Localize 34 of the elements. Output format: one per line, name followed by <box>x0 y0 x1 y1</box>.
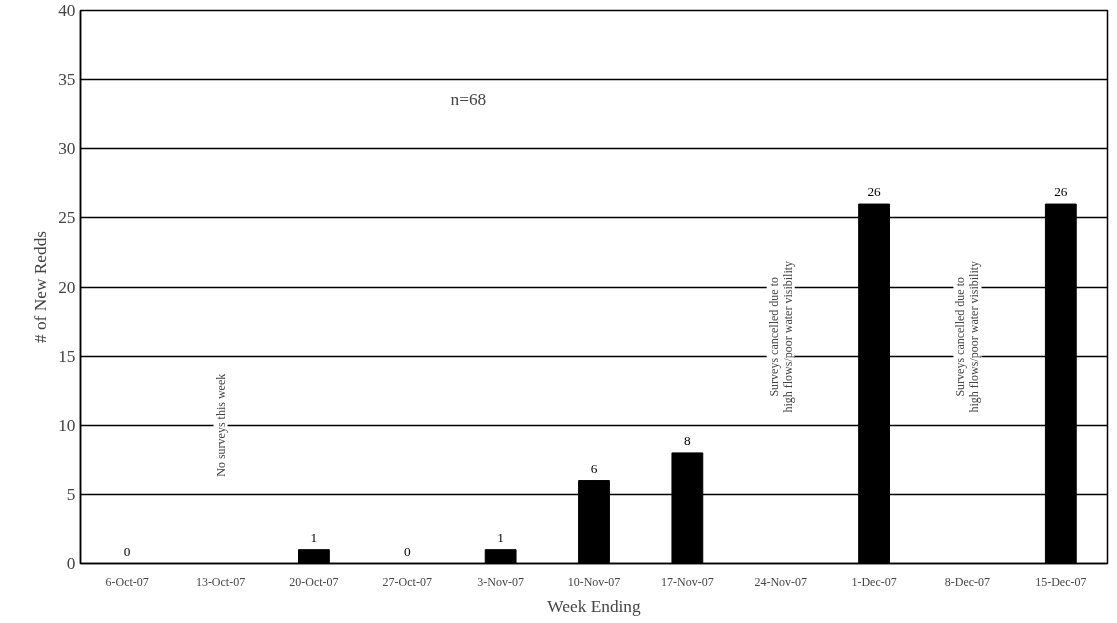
x-axis-title: Week Ending <box>547 596 642 616</box>
annotation: Surveys cancelled due to high flows/poor water visibility <box>953 260 982 413</box>
y-tick-label: 15 <box>58 346 76 366</box>
y-tick-label: 5 <box>66 484 76 504</box>
y-tick-label: 40 <box>58 1 76 20</box>
x-tick-label: 3-Nov-07 <box>477 574 524 589</box>
x-tick-label: 1-Dec-07 <box>851 574 897 589</box>
x-tick-label: 10-Nov-07 <box>567 574 621 589</box>
data-label: 1 <box>497 529 504 545</box>
data-label: 0 <box>403 543 411 559</box>
annotation: Surveys cancelled due to high flows/poor water visibility <box>766 260 795 413</box>
annotation: n=68 <box>450 89 487 109</box>
y-tick-label: 10 <box>58 415 76 435</box>
y-axis-title: # of New Redds <box>31 230 51 344</box>
data-label: 26 <box>1054 184 1068 200</box>
x-tick-label: 17-Nov-07 <box>661 574 714 589</box>
y-tick-label: 35 <box>58 70 76 90</box>
x-tick-label: 8-Dec-07 <box>944 574 991 589</box>
data-label: 8 <box>684 432 692 448</box>
x-tick-label: 24-Nov-07 <box>754 574 808 589</box>
y-tick-label: 20 <box>58 277 76 297</box>
x-tick-label: 27-Oct-07 <box>382 574 432 589</box>
x-tick-label: 13-Oct-07 <box>195 574 246 589</box>
y-tick-label: 0 <box>66 554 76 573</box>
x-tick-label: 15-Dec-07 <box>1035 574 1087 589</box>
data-label: 6 <box>590 460 598 476</box>
y-tick-label: 30 <box>58 139 76 159</box>
data-label: 26 <box>867 184 882 200</box>
y-tick-label: 25 <box>58 208 76 228</box>
data-label: 1 <box>310 529 318 545</box>
x-tick-label: 20-Oct-07 <box>289 574 339 589</box>
data-label: 0 <box>123 543 131 559</box>
annotation: No surveys this week <box>213 373 228 477</box>
x-tick-label: 6-Oct-07 <box>105 574 149 589</box>
